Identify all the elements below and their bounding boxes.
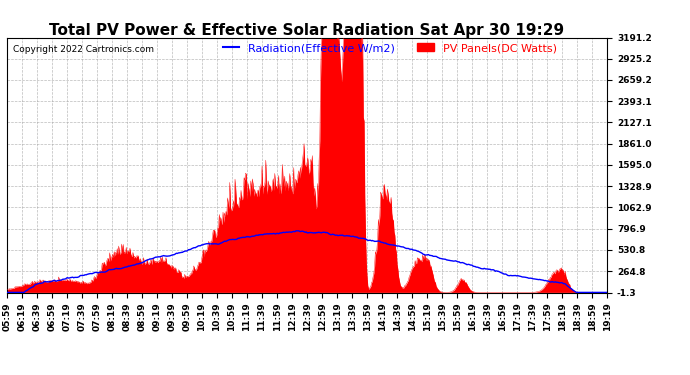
Text: Copyright 2022 Cartronics.com: Copyright 2022 Cartronics.com bbox=[13, 45, 154, 54]
Title: Total PV Power & Effective Solar Radiation Sat Apr 30 19:29: Total PV Power & Effective Solar Radiati… bbox=[50, 22, 564, 38]
Legend: Radiation(Effective W/m2), PV Panels(DC Watts): Radiation(Effective W/m2), PV Panels(DC … bbox=[223, 43, 557, 53]
